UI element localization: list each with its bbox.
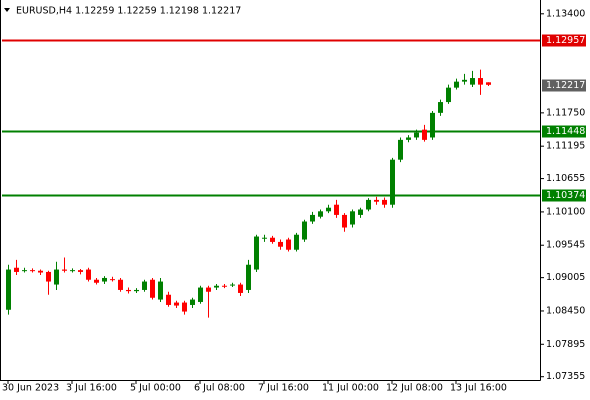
candle-body (358, 209, 363, 215)
candle-body (126, 289, 131, 292)
candle-body (342, 214, 347, 228)
candle-body (302, 221, 307, 240)
candle-body (262, 237, 267, 239)
candle-body (30, 270, 35, 272)
x-tick-label: 3 Jul 16:00 (66, 383, 117, 394)
x-tick-label: 7 Jul 16:00 (258, 383, 309, 394)
candle-body (78, 270, 83, 272)
candle-body (190, 299, 195, 305)
candle-body (166, 294, 171, 305)
candle-body (22, 270, 27, 272)
y-tick-label: 1.11750 (546, 107, 585, 118)
candle-body (14, 267, 19, 272)
y-tick-label: 1.11195 (546, 141, 585, 152)
candle-body (182, 302, 187, 312)
candle-body (230, 284, 235, 286)
candle-body (446, 87, 451, 103)
candle-body (406, 137, 411, 140)
candle-body (70, 270, 75, 272)
x-tick-label: 13 Jul 16:00 (450, 383, 507, 394)
candle-body (334, 204, 339, 215)
candle-body (294, 234, 299, 250)
candle-body (326, 207, 331, 212)
x-tick-label: 6 Jul 08:00 (194, 383, 245, 394)
candle-body (222, 285, 227, 287)
candle-body (366, 199, 371, 210)
candle-body (278, 241, 283, 247)
candle-body (94, 279, 99, 283)
candle-body (62, 269, 67, 271)
candle-body (286, 239, 291, 250)
candle-body (54, 269, 59, 285)
x-tick-label: 12 Jul 08:00 (386, 383, 443, 394)
candle-body (486, 82, 491, 85)
candle-body (254, 236, 259, 270)
candle-body (350, 211, 355, 225)
x-tick-label: 11 Jul 00:00 (322, 383, 379, 394)
candle-body (6, 269, 11, 310)
candle-body (158, 281, 163, 300)
candle-body (174, 302, 179, 306)
candle-body (118, 279, 123, 290)
candle-body (206, 287, 211, 292)
candle-body (310, 214, 315, 222)
y-tick-label: 1.07895 (546, 339, 585, 350)
level-label-box (542, 34, 586, 47)
candle-body (38, 270, 43, 273)
last-price-label: 1.12217 (546, 80, 585, 91)
level-label: 1.11448 (546, 126, 585, 137)
candle-body (430, 112, 435, 138)
candle-body (46, 271, 51, 282)
level-label-box (542, 189, 586, 202)
y-tick-label: 1.09545 (546, 240, 585, 251)
candle-body (398, 139, 403, 160)
y-tick-label: 1.07355 (546, 371, 585, 382)
title-icon (4, 8, 10, 12)
x-tick-label: 30 Jun 2023 (2, 383, 59, 394)
candle-body (318, 211, 323, 217)
candle-body (270, 237, 275, 242)
candle-body (134, 289, 139, 292)
candle-body (470, 78, 475, 85)
x-tick-label: 5 Jul 00:00 (130, 383, 181, 394)
y-tick-label: 1.10655 (546, 173, 585, 184)
candle-body (102, 277, 107, 282)
level-label: 1.10374 (546, 190, 585, 201)
candle-body (374, 199, 379, 202)
candle-body (238, 284, 243, 293)
candle-body (382, 199, 387, 205)
y-tick-label: 1.09005 (546, 272, 585, 283)
level-label: 1.12957 (546, 35, 585, 46)
level-label-box (542, 125, 586, 138)
candle-body (110, 279, 115, 281)
candle-body (414, 132, 419, 138)
candle-body (438, 102, 443, 113)
candle-body (214, 285, 219, 288)
candle-body (422, 129, 427, 140)
candle-body (454, 81, 459, 88)
candle-body (390, 159, 395, 205)
y-tick-label: 1.13400 (546, 8, 585, 19)
candle-body (462, 79, 467, 82)
candle-body (246, 264, 251, 290)
y-tick-label: 1.08450 (546, 305, 585, 316)
last-price-box (542, 79, 586, 92)
chart-title: EURUSD,H4 1.12259 1.12259 1.12198 1.1221… (16, 6, 241, 17)
y-tick-label: 1.10100 (546, 206, 585, 217)
candle-body (86, 269, 91, 280)
candle-body (150, 279, 155, 298)
candle-body (142, 281, 147, 290)
candle-body (478, 78, 483, 85)
candle-body (198, 287, 203, 302)
